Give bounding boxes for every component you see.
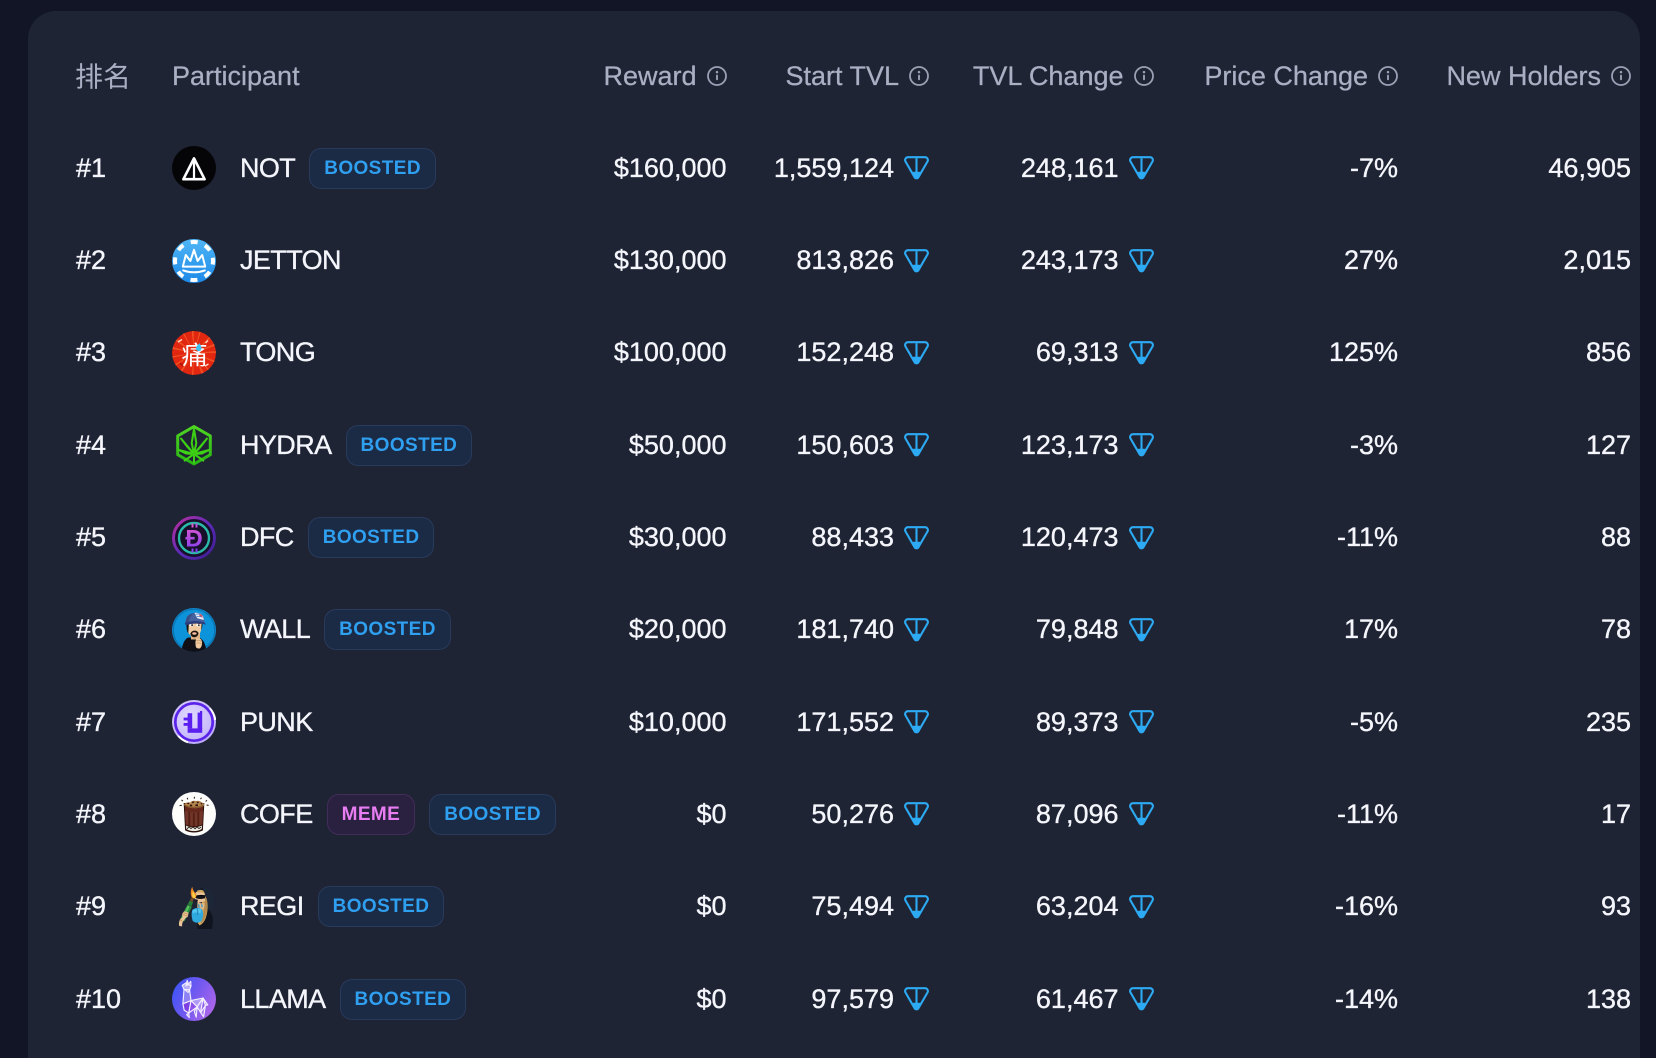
svg-text:Đ: Đ (185, 525, 202, 552)
